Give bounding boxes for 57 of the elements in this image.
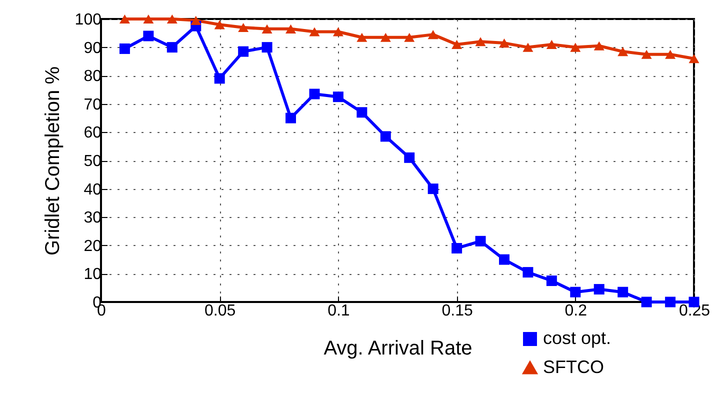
point — [214, 20, 225, 30]
y-axis-title: Gridlet Completion % — [42, 66, 64, 256]
x-tick-label: 0.2 — [564, 302, 588, 320]
y-tick-label: 100 — [74, 12, 102, 28]
point — [119, 14, 130, 24]
point — [238, 46, 249, 57]
point — [428, 30, 438, 40]
point — [309, 27, 320, 36]
point — [404, 152, 415, 163]
point — [452, 242, 462, 254]
point — [665, 296, 676, 308]
point — [594, 41, 604, 50]
point — [688, 54, 700, 64]
point — [570, 286, 581, 298]
point — [166, 42, 178, 53]
point — [238, 22, 249, 32]
point — [143, 14, 154, 24]
legend-label: cost opt. — [543, 328, 612, 348]
point — [641, 50, 652, 59]
x-tick-label: 0.1 — [328, 302, 350, 320]
point — [665, 50, 676, 59]
point — [119, 43, 130, 54]
point — [428, 184, 438, 194]
point — [404, 32, 415, 42]
x-axis-title: Avg. Arrival Rate — [324, 338, 472, 360]
point — [262, 42, 272, 53]
point — [332, 27, 344, 36]
point — [522, 267, 534, 278]
point — [380, 131, 391, 142]
point — [475, 37, 486, 46]
point — [618, 47, 628, 56]
point — [546, 276, 557, 286]
point — [498, 254, 510, 265]
point — [475, 236, 486, 246]
point — [286, 24, 296, 34]
point — [356, 107, 368, 118]
point — [618, 286, 628, 298]
point — [166, 14, 178, 24]
point — [356, 32, 368, 42]
point — [262, 24, 272, 34]
point — [641, 296, 652, 308]
point — [594, 284, 604, 295]
point — [498, 38, 510, 48]
point — [309, 88, 320, 100]
point — [286, 112, 296, 124]
x-tick-label: 0.15 — [442, 302, 473, 320]
point — [332, 92, 344, 102]
point — [214, 73, 225, 84]
point — [452, 40, 462, 50]
point — [143, 30, 154, 42]
point — [380, 32, 391, 42]
point — [522, 42, 534, 52]
point — [546, 40, 557, 50]
x-tick-label: 0.05 — [204, 302, 236, 320]
legend-label: SFTCO — [543, 357, 604, 377]
point — [190, 16, 202, 25]
point — [570, 42, 581, 52]
